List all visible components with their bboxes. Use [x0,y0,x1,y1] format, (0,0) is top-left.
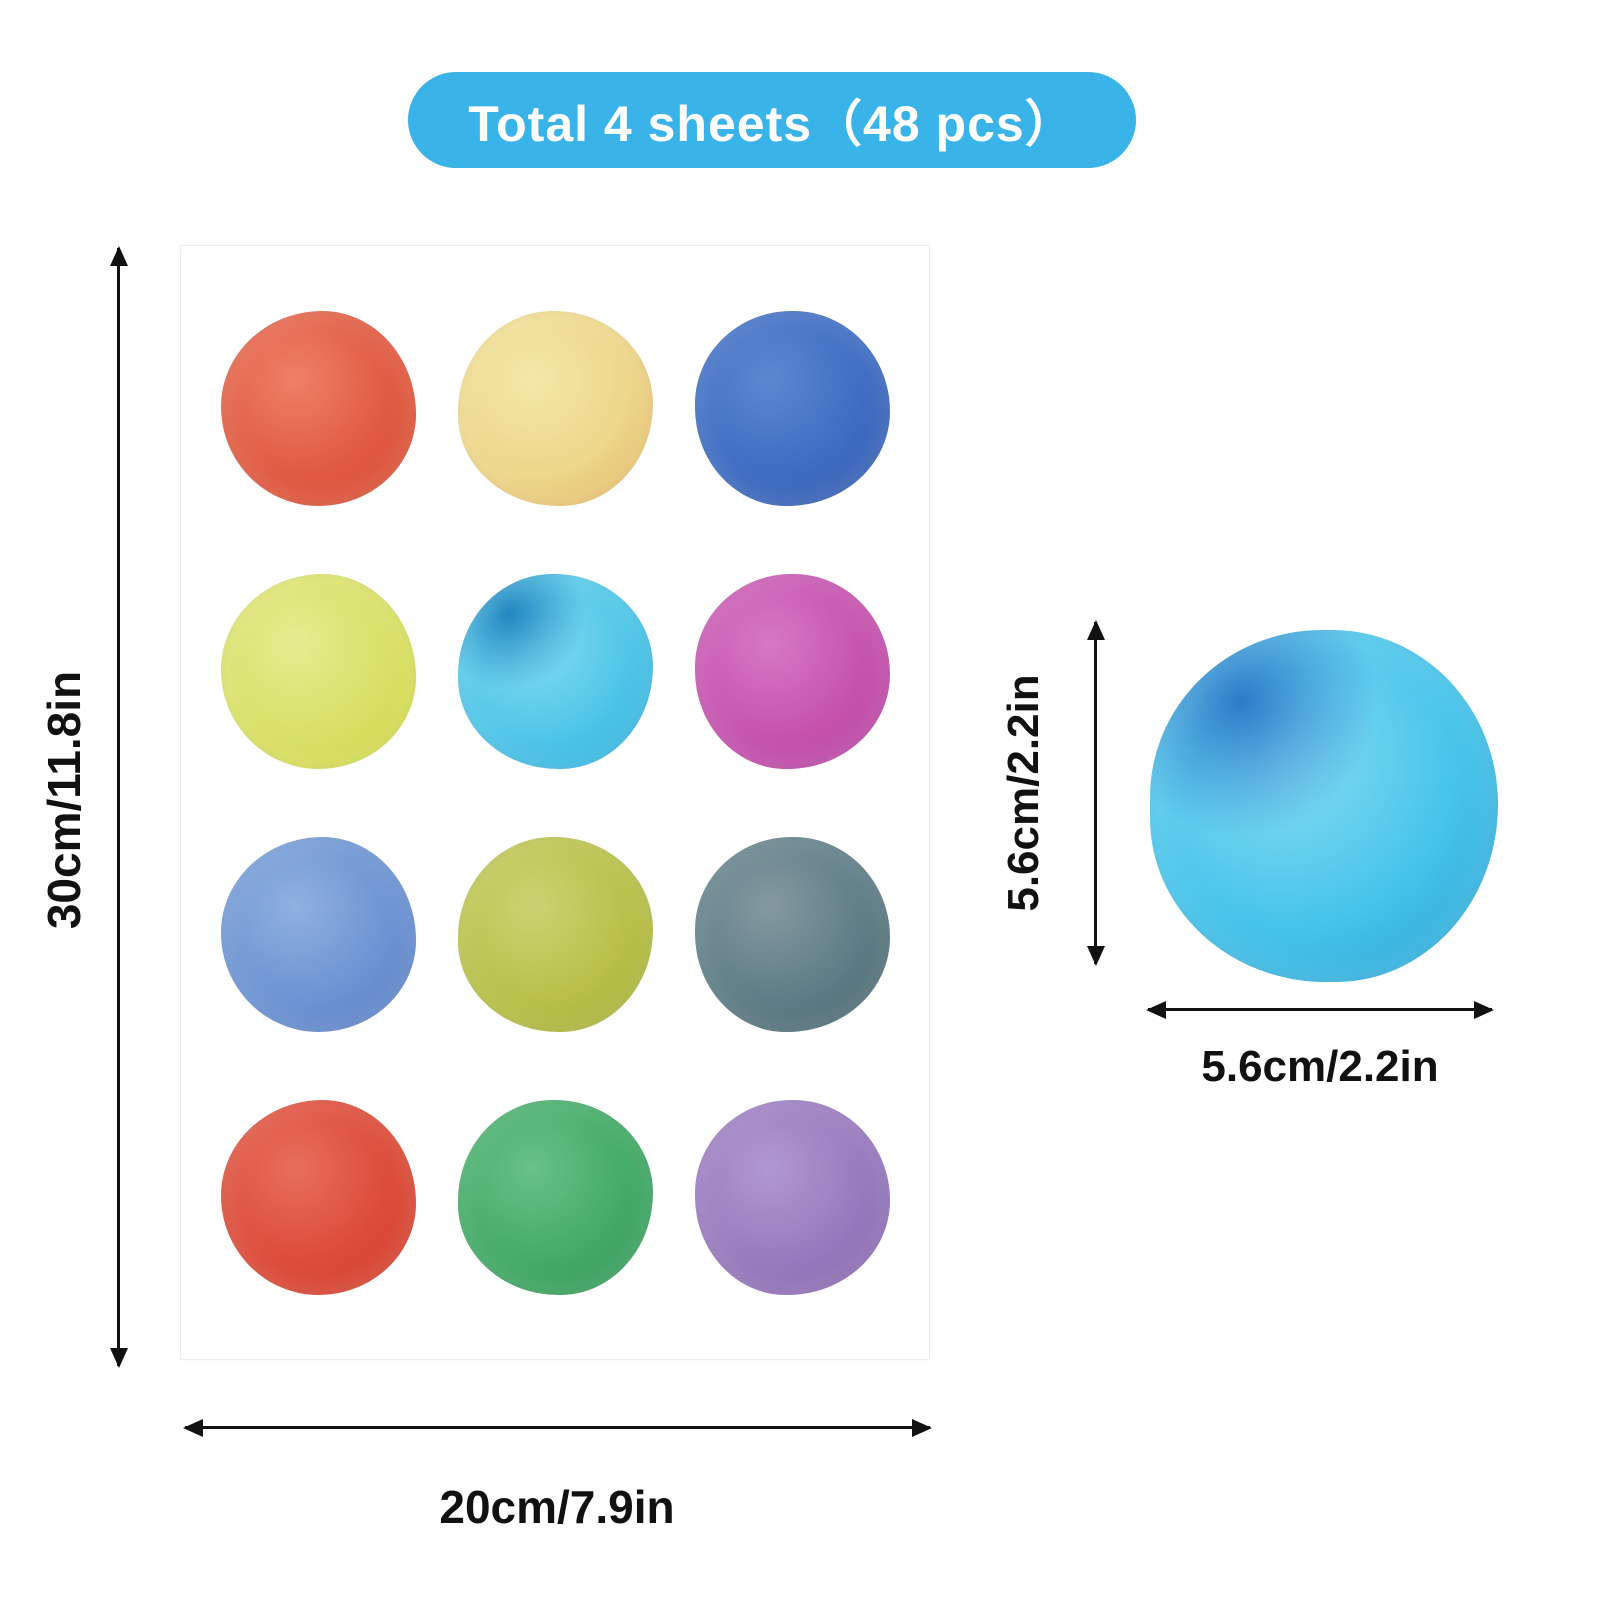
sheet-height-arrow [117,248,120,1366]
watercolor-dot [694,310,890,506]
watercolor-dot [694,1099,890,1295]
watercolor-dot [457,836,653,1032]
watercolor-dot [694,836,890,1032]
sticker-height-label: 5.6cm/2.2in [999,674,1048,912]
watercolor-dot [220,836,416,1032]
sticker-height-arrow [1094,622,1097,964]
sticker-width-arrow [1148,1008,1492,1011]
sticker-width-label: 5.6cm/2.2in [1201,1042,1439,1091]
watercolor-dot [220,310,416,506]
big-cyan-sticker [1150,630,1498,982]
sheet-width-arrow [185,1426,930,1429]
sheet-height-label: 30cm/11.8in [38,670,90,930]
total-sheets-banner: Total 4 sheets（48 pcs） [408,72,1136,168]
sheet-width-label: 20cm/7.9in [439,1481,675,1533]
watercolor-dot [457,1099,653,1295]
watercolor-dot [457,573,653,769]
watercolor-dot [220,573,416,769]
sticker-sheet [180,245,930,1360]
watercolor-dot [220,1099,416,1295]
watercolor-dot [694,573,890,769]
watercolor-dot [457,310,653,506]
